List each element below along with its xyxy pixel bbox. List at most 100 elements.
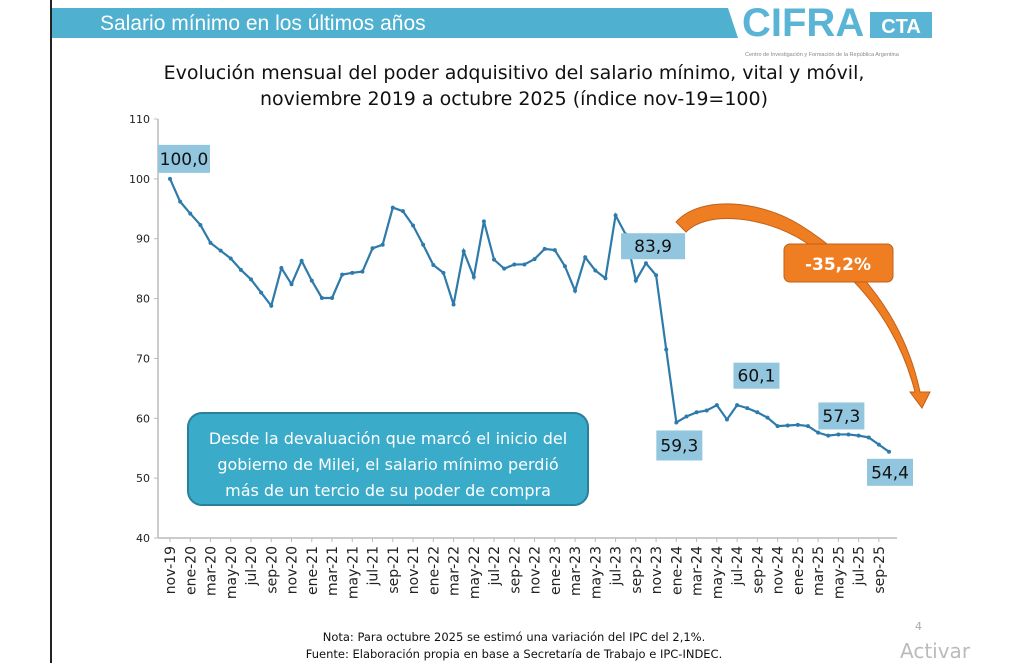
data-point [674, 420, 679, 425]
x-tick-label: nov-19 [163, 546, 179, 594]
data-point [826, 433, 831, 438]
x-tick-label: sep-25 [872, 546, 888, 594]
data-point [178, 199, 183, 204]
y-tick-label: 40 [136, 532, 150, 545]
data-point [431, 263, 436, 268]
data-point [735, 403, 740, 408]
data-point [613, 213, 618, 218]
x-tick-label: nov-20 [285, 546, 301, 594]
page-number: 4 [915, 620, 922, 633]
data-point [502, 266, 507, 271]
header-band [52, 8, 738, 38]
data-point [522, 262, 527, 267]
data-point [481, 219, 486, 224]
footer-source: Fuente: Elaboración propia en base a Sec… [306, 647, 723, 661]
data-point [694, 410, 699, 415]
change-badge [783, 243, 894, 283]
header-title: Salario mínimo en los últimos años [100, 12, 426, 35]
x-tick-label: sep-24 [750, 546, 766, 594]
data-point [542, 246, 547, 251]
data-point [887, 449, 891, 454]
y-tick-label: 90 [136, 233, 150, 246]
x-tick-label: may-22 [467, 546, 483, 599]
data-point [643, 261, 648, 266]
data-point [593, 268, 598, 273]
y-tick-label: 60 [136, 412, 150, 425]
data-point [846, 432, 851, 437]
x-tick-label: jul-25 [852, 546, 868, 587]
callout-line-2: gobierno de Milei, el salario mínimo per… [217, 455, 558, 474]
data-label: 57,3 [822, 407, 860, 427]
data-label: 83,9 [634, 237, 672, 257]
data-label-box [818, 402, 865, 430]
decline-arrow-icon [675, 203, 931, 409]
x-tick-label: sep-21 [386, 546, 402, 594]
x-tick-label: may-21 [345, 546, 361, 599]
x-tick-label: jul-24 [730, 546, 746, 587]
x-tick-label: mar-25 [811, 546, 827, 596]
data-point [411, 223, 416, 228]
data-point [866, 435, 871, 440]
data-point [461, 249, 466, 254]
data-point [238, 267, 243, 272]
callout-line-3: más de un tercio de su poder de compra [225, 481, 551, 500]
data-point [816, 430, 821, 435]
data-label-box [621, 233, 686, 260]
data-point [603, 276, 608, 281]
x-tick-label: mar-24 [690, 546, 706, 596]
logo-suffix: CTA [881, 16, 921, 38]
data-label: 100,0 [160, 150, 209, 170]
x-tick-label: mar-20 [204, 546, 220, 596]
data-point [279, 266, 284, 271]
data-label-box [656, 430, 703, 461]
data-point [188, 211, 193, 216]
x-tick-label: nov-23 [649, 546, 665, 594]
x-tick-label: nov-21 [406, 546, 422, 594]
footer-note: Nota: Para octubre 2025 se estimó una va… [323, 630, 706, 644]
series-line [168, 178, 890, 453]
data-point [228, 256, 233, 261]
x-tick-label: jul-20 [244, 546, 260, 587]
data-point [471, 275, 476, 280]
data-label: 60,1 [738, 367, 776, 387]
data-point [785, 423, 790, 428]
data-point [208, 240, 213, 245]
x-tick-label: mar-22 [447, 546, 463, 596]
data-point [583, 255, 588, 260]
callout-box [187, 412, 589, 506]
data-point [795, 422, 800, 427]
data-label: 54,4 [871, 463, 909, 483]
data-point [552, 248, 557, 253]
data-point [309, 278, 314, 283]
x-tick-label: ene-21 [305, 546, 321, 595]
data-point [684, 414, 689, 419]
data-point [562, 264, 567, 269]
x-tick-label: ene-23 [548, 546, 564, 595]
data-point [218, 248, 223, 253]
x-tick-label: jul-22 [487, 546, 503, 587]
x-tick-label: ene-20 [183, 546, 199, 595]
data-point [259, 290, 264, 295]
data-point [168, 176, 172, 181]
data-point [512, 262, 517, 267]
x-tick-label: may-23 [588, 546, 604, 599]
logo-main: CIFRA [742, 1, 864, 45]
x-tick-label: jul-21 [366, 546, 382, 587]
x-tick-label: nov-24 [771, 546, 787, 594]
data-point [745, 406, 750, 411]
x-tick-label: mar-23 [568, 546, 584, 596]
data-point [350, 270, 355, 275]
data-point [299, 258, 304, 263]
chart-title: Evolución mensual del poder adquisitivo … [164, 62, 865, 84]
data-point [330, 295, 335, 300]
y-tick-label: 100 [129, 173, 150, 186]
data-point [664, 347, 669, 352]
data-point [340, 272, 345, 277]
data-point [360, 269, 365, 274]
data-point [724, 417, 729, 422]
data-point [805, 424, 810, 429]
y-tick-label: 50 [136, 472, 150, 485]
data-point [714, 403, 719, 408]
